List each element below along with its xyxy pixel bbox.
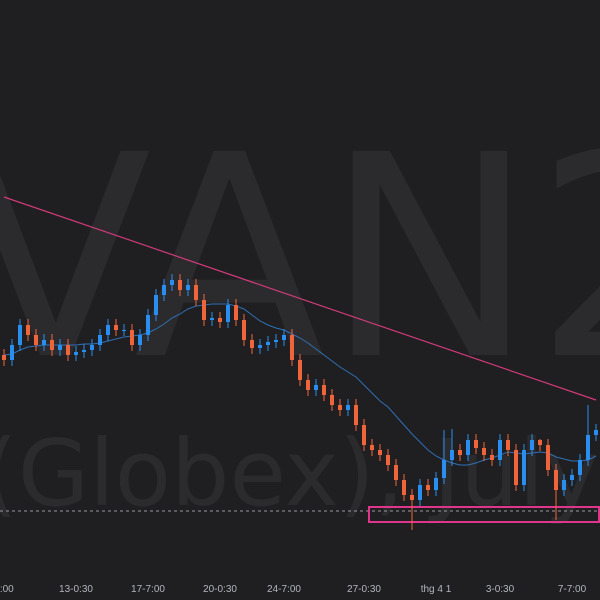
candle-body (74, 352, 78, 355)
candle-body (522, 450, 526, 485)
candle-body (202, 300, 206, 320)
candle-body (466, 440, 470, 455)
candle-body (386, 455, 390, 465)
candle-body (26, 325, 30, 335)
candle-body (98, 335, 102, 345)
candle-body (586, 435, 590, 460)
candle-body (578, 460, 582, 475)
candle-body (66, 345, 70, 355)
candle-body (442, 460, 446, 478)
candle-body (186, 285, 190, 290)
candle-body (378, 450, 382, 455)
candle-body (90, 345, 94, 350)
candle-body (194, 285, 198, 300)
candle-body (130, 330, 134, 345)
candle-body (490, 455, 494, 460)
candle-body (458, 450, 462, 455)
trendline (3, 196, 597, 401)
candle-body (354, 405, 358, 425)
candle-body (50, 340, 54, 350)
x-tick-label: 24-7:00 (267, 584, 301, 595)
candle-body (402, 480, 406, 495)
candle-body (546, 445, 550, 470)
candle-body (474, 440, 478, 448)
x-tick-label: 13-0:30 (59, 584, 93, 595)
candle-body (530, 440, 534, 450)
candle-body (570, 475, 574, 480)
candle-body (362, 425, 366, 445)
candle-body (314, 385, 318, 390)
candle-body (290, 335, 294, 360)
candle-body (58, 345, 62, 350)
candle-body (18, 325, 22, 345)
candle-body (122, 330, 126, 331)
candle-body (210, 318, 214, 320)
candle-body (242, 320, 246, 340)
candle-body (2, 355, 6, 360)
candle-body (482, 448, 486, 455)
candle-body (106, 325, 110, 335)
candle-body (410, 495, 414, 500)
candle-body (554, 470, 558, 490)
x-tick-label: 27-0:30 (347, 584, 381, 595)
candle-body (226, 305, 230, 322)
candle-body (170, 280, 174, 285)
candle-body (322, 385, 326, 395)
candle-body (114, 325, 118, 330)
candle-body (418, 485, 422, 500)
x-tick-label: 7:00 (0, 584, 14, 595)
x-tick-label: 7-7:00 (558, 584, 587, 595)
zone (368, 506, 600, 523)
candle-body (434, 478, 438, 490)
candle-body (498, 440, 502, 460)
candle-body (330, 395, 334, 405)
candle-body (346, 405, 350, 410)
candle-body (162, 285, 166, 295)
candle-body (306, 380, 310, 390)
candle-body (282, 335, 286, 340)
candle-body (562, 480, 566, 490)
candle-body (234, 305, 238, 320)
candle-body (178, 280, 182, 290)
candle-body (426, 485, 430, 490)
candle-body (138, 335, 142, 345)
candle-body (42, 340, 46, 345)
candle-body (82, 350, 86, 352)
x-tick-label: 20-0:30 (203, 584, 237, 595)
candle-body (298, 360, 302, 380)
x-tick-label: 3-0:30 (486, 584, 515, 595)
candle-body (250, 340, 254, 348)
candle-body (274, 340, 278, 342)
candle-body (258, 345, 262, 348)
candle-body (154, 295, 158, 315)
candle-body (218, 318, 222, 322)
candle-body (514, 450, 518, 485)
x-tick-label: thg 4 1 (421, 584, 452, 595)
candle-body (266, 342, 270, 345)
candle-body (538, 440, 542, 445)
candle-body (506, 440, 510, 450)
candle-body (338, 405, 342, 410)
x-tick-label: 17-7:00 (131, 584, 165, 595)
candle-body (34, 335, 38, 345)
candle-body (10, 345, 14, 360)
candle-body (146, 315, 150, 335)
moving-average (3, 303, 597, 466)
candle-body (450, 450, 454, 460)
candle-body (594, 430, 598, 435)
watermark-subtitle: (Globex), July (0, 420, 599, 527)
candle-body (370, 445, 374, 450)
candle-body (394, 465, 398, 480)
